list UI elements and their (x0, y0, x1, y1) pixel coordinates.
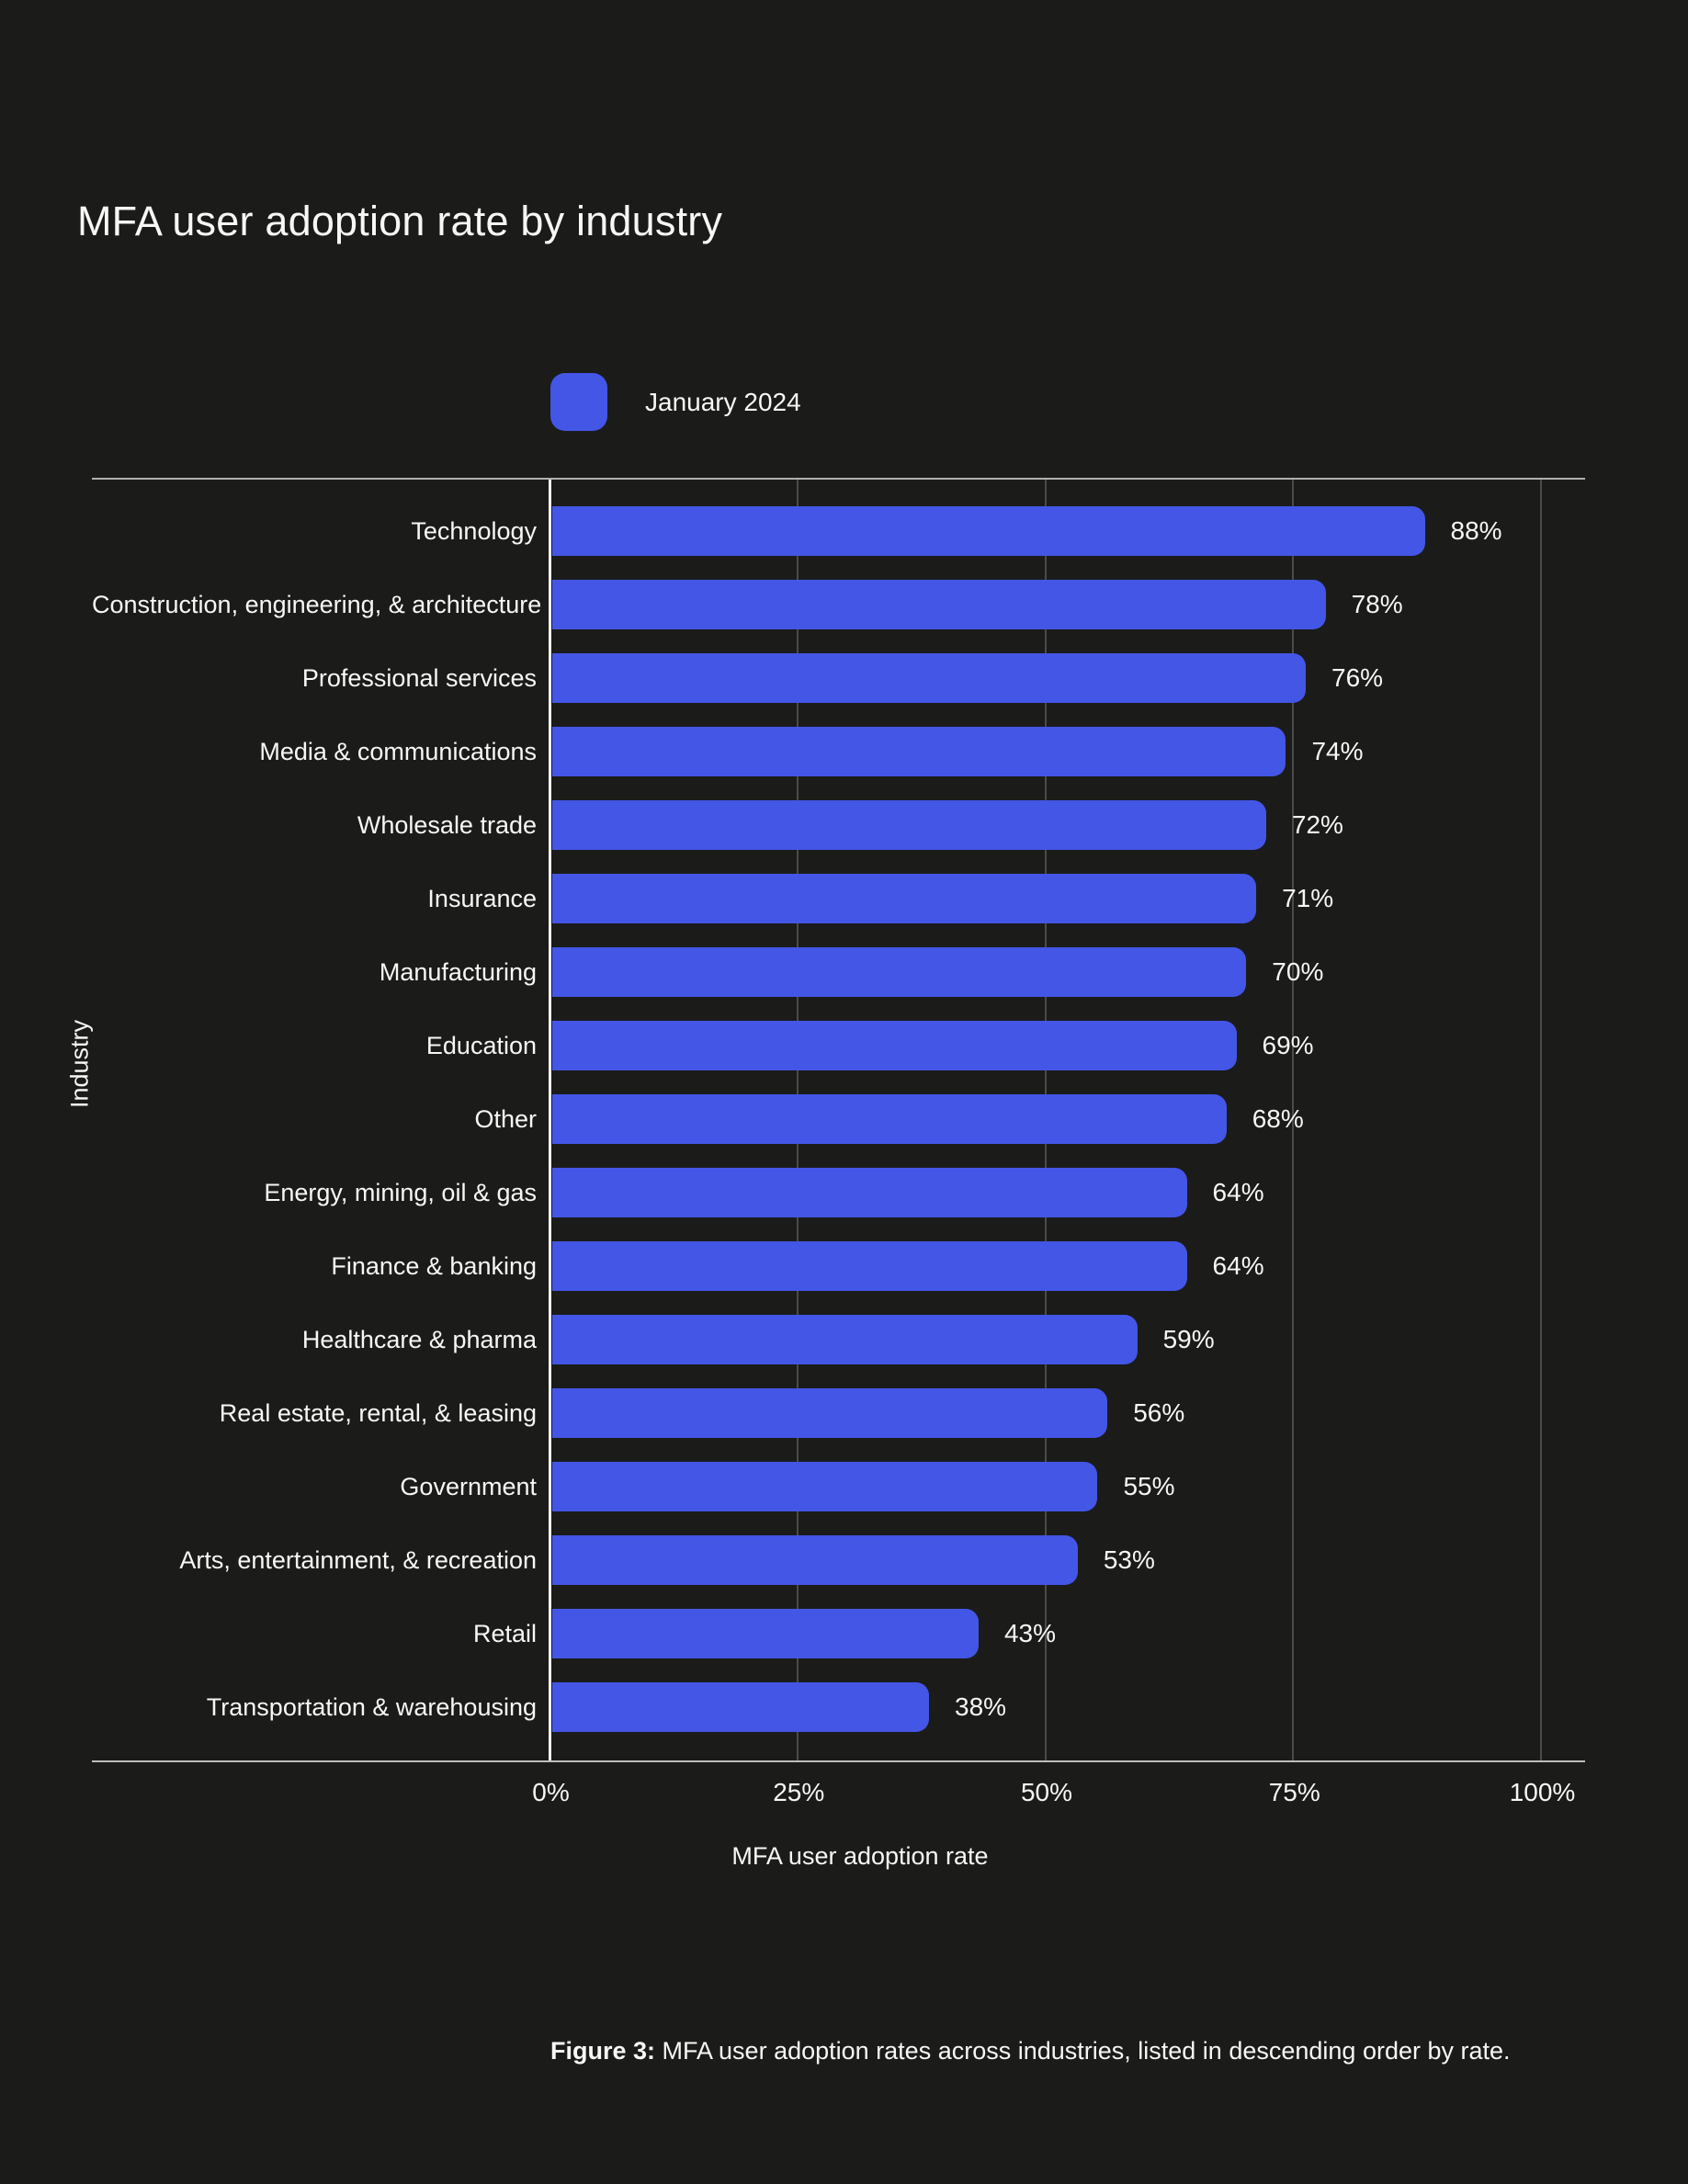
legend: January 2024 (550, 373, 801, 431)
category-label: Retail (472, 1620, 537, 1647)
category-label: Media & communications (259, 738, 537, 765)
bar-rows: Technology 88% Construction, engineering… (92, 494, 1585, 1744)
category-label: Technology (411, 517, 537, 545)
x-tick-label: 50% (1020, 1778, 1073, 1806)
bar-value-label: 70% (1272, 957, 1324, 986)
bar (552, 800, 1266, 850)
bar-value-label: 55% (1123, 1472, 1175, 1500)
chart-row: Energy, mining, oil & gas 64% (92, 1156, 1585, 1229)
chart-row: Transportation & warehousing 38% (92, 1670, 1585, 1744)
bar (552, 1021, 1237, 1070)
category-label: Wholesale trade (357, 811, 537, 839)
bar-value-label: 68% (1252, 1104, 1304, 1133)
y-axis-title: Industry (65, 1019, 94, 1109)
bar (552, 1315, 1138, 1364)
category-label: Real estate, rental, & leasing (219, 1399, 537, 1427)
chart-row: Manufacturing 70% (92, 935, 1585, 1009)
chart-row: Wholesale trade 72% (92, 788, 1585, 862)
category-label: Professional services (301, 664, 537, 692)
category-label: Finance & banking (331, 1252, 537, 1280)
bar (552, 947, 1247, 997)
bar-value-label: 88% (1450, 516, 1502, 545)
chart-plot-area: Technology 88% Construction, engineering… (92, 478, 1585, 1762)
category-label: Transportation & warehousing (206, 1693, 537, 1721)
category-label: Insurance (427, 885, 537, 912)
gridline (1540, 480, 1542, 1760)
category-label: Other (474, 1105, 537, 1133)
chart-row: Arts, entertainment, & recreation 53% (92, 1523, 1585, 1597)
chart-row: Technology 88% (92, 494, 1585, 568)
bar-value-label: 72% (1291, 810, 1343, 839)
bar (552, 1462, 1098, 1511)
figure-caption: Figure 3: MFA user adoption rates across… (550, 2039, 1511, 2064)
chart-row: Other 68% (92, 1082, 1585, 1156)
category-label: Government (400, 1473, 537, 1500)
bar (552, 1168, 1187, 1217)
chart-row: Media & communications 74% (92, 715, 1585, 788)
chart-row: Education 69% (92, 1009, 1585, 1082)
bar (552, 1682, 930, 1732)
legend-swatch-icon (550, 373, 607, 431)
category-label: Arts, entertainment, & recreation (179, 1546, 537, 1574)
category-label: Healthcare & pharma (301, 1326, 537, 1353)
category-label: Construction, engineering, & architectur… (92, 591, 542, 618)
chart-title: MFA user adoption rate by industry (77, 198, 723, 244)
bar (552, 506, 1425, 556)
chart-row: Insurance 71% (92, 862, 1585, 935)
gridline (1292, 480, 1295, 1760)
bar (552, 653, 1307, 703)
category-label: Education (425, 1032, 537, 1059)
category-label: Manufacturing (379, 958, 537, 986)
bar (552, 874, 1257, 923)
x-tick-label: 75% (1268, 1778, 1320, 1806)
bar (552, 1535, 1078, 1585)
legend-label: January 2024 (645, 387, 801, 416)
chart-row: Healthcare & pharma 59% (92, 1303, 1585, 1376)
bar (552, 1388, 1108, 1438)
bar (552, 1241, 1187, 1291)
chart-row: Government 55% (92, 1450, 1585, 1523)
bar-value-label: 74% (1311, 737, 1364, 765)
bar-value-label: 78% (1351, 590, 1403, 618)
chart-row: Real estate, rental, & leasing 56% (92, 1376, 1585, 1450)
chart-row: Finance & banking 64% (92, 1229, 1585, 1303)
bar-value-label: 59% (1162, 1325, 1215, 1353)
figure-caption-prefix: Figure 3: (550, 2037, 656, 2065)
bar-value-label: 69% (1262, 1031, 1314, 1059)
bar-value-label: 64% (1212, 1178, 1264, 1206)
bar (552, 1609, 979, 1658)
bar-value-label: 38% (955, 1692, 1007, 1721)
bar-value-label: 43% (1003, 1619, 1057, 1647)
bar-value-label: 76% (1331, 663, 1384, 692)
y-axis-line (549, 480, 551, 1760)
x-tick-label: 100% (1509, 1778, 1576, 1806)
chart-row: Construction, engineering, & architectur… (92, 568, 1585, 641)
x-tick-label: 25% (773, 1778, 825, 1806)
category-label: Energy, mining, oil & gas (264, 1179, 537, 1206)
bar-value-label: 53% (1103, 1545, 1155, 1574)
bar (552, 727, 1286, 776)
chart-row: Professional services 76% (92, 641, 1585, 715)
bar (552, 580, 1326, 629)
x-axis-title: MFA user adoption rate (731, 1842, 989, 1870)
x-tick-label: 0% (532, 1778, 570, 1806)
chart-row: Retail 43% (92, 1597, 1585, 1670)
figure-caption-text: MFA user adoption rates across industrie… (662, 2037, 1511, 2065)
bar (552, 1094, 1227, 1144)
bar-value-label: 56% (1133, 1398, 1185, 1427)
bar-value-label: 71% (1282, 884, 1334, 912)
bar-value-label: 64% (1212, 1251, 1264, 1280)
